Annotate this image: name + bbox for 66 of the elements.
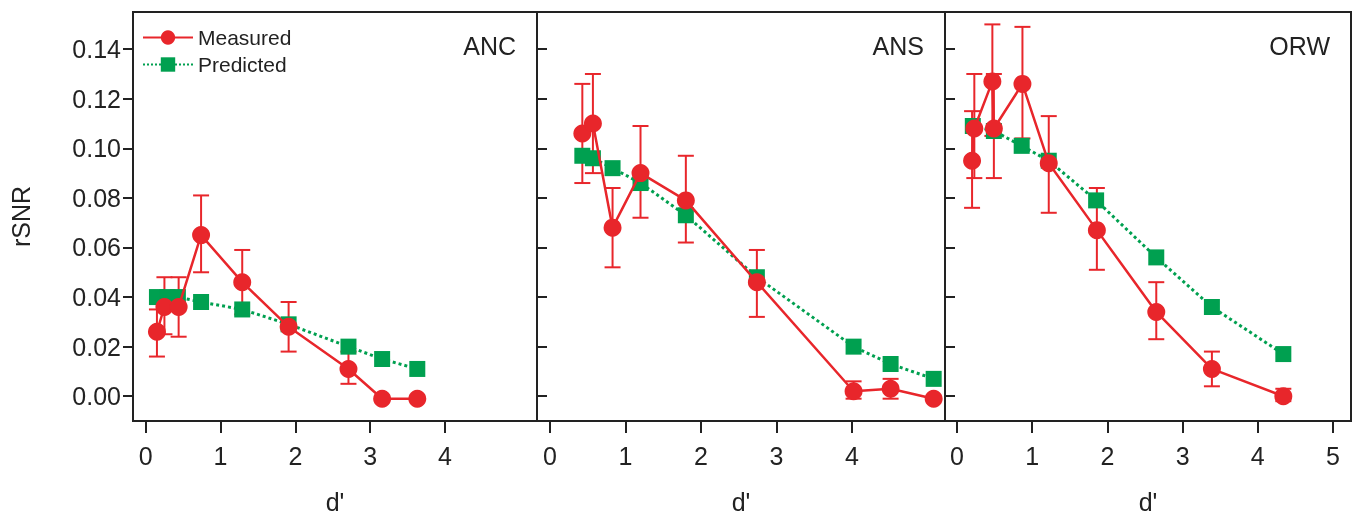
- legend-label: Predicted: [198, 53, 287, 76]
- legend-label: Measured: [198, 26, 292, 49]
- x-axis-title: d': [731, 487, 751, 516]
- x-tick-label: 3: [769, 441, 784, 470]
- point: [1203, 298, 1220, 315]
- y-tick-label: 0.10: [72, 134, 121, 163]
- point: [1013, 137, 1030, 154]
- y-axis-title: rSNR: [6, 185, 35, 248]
- point: [583, 114, 602, 133]
- x-tick-label: 0: [542, 441, 557, 470]
- point: [1202, 359, 1221, 378]
- point: [845, 338, 862, 355]
- text: ORW: [1269, 31, 1331, 60]
- point: [963, 151, 982, 170]
- x-tick-label: 0: [138, 441, 153, 470]
- point: [631, 164, 650, 183]
- point: [169, 297, 188, 316]
- point: [1087, 221, 1106, 240]
- x-tick-label: 1: [1025, 441, 1040, 470]
- x-axis-title: d': [325, 487, 345, 516]
- point: [882, 355, 899, 372]
- point: [374, 351, 391, 368]
- y-tick-label: 0.00: [72, 382, 121, 411]
- x-tick-label: 2: [694, 441, 708, 470]
- point: [1275, 346, 1292, 363]
- text: ANC: [463, 31, 517, 60]
- y-tick-label: 0.12: [72, 84, 121, 113]
- point: [924, 389, 943, 408]
- y-tick-label: 0.04: [72, 283, 122, 312]
- x-tick-label: 0: [950, 441, 964, 470]
- x-tick-label: 5: [1326, 441, 1340, 470]
- y-tick-label: 0.06: [72, 233, 121, 262]
- x-tick-label: 2: [288, 441, 303, 470]
- point: [1088, 192, 1105, 209]
- point: [408, 389, 427, 408]
- y-tick-label: 0.02: [72, 332, 121, 361]
- x-tick-label: 4: [438, 441, 453, 470]
- point: [409, 360, 426, 377]
- x-tick-label: 4: [1250, 441, 1265, 470]
- point: [339, 359, 358, 378]
- point: [1013, 74, 1032, 93]
- x-axis-title: d': [1138, 487, 1158, 516]
- point: [340, 338, 357, 355]
- point: [747, 273, 766, 292]
- text: ANS: [872, 31, 924, 60]
- point: [234, 301, 251, 318]
- point: [603, 218, 622, 237]
- point: [192, 226, 211, 245]
- x-tick-label: 3: [1175, 441, 1190, 470]
- x-tick-label: 3: [363, 441, 378, 470]
- x-tick-label: 2: [1100, 441, 1115, 470]
- y-tick-label: 0.14: [72, 35, 122, 64]
- point: [925, 370, 942, 387]
- y-tick-label: 0.08: [72, 183, 121, 212]
- x-tick-label: 1: [213, 441, 228, 470]
- point: [193, 294, 210, 311]
- point: [1147, 302, 1166, 321]
- point: [233, 273, 252, 292]
- point: [1039, 154, 1058, 173]
- point: [1148, 249, 1165, 266]
- x-tick-label: 4: [845, 441, 860, 470]
- point: [147, 322, 166, 341]
- point: [676, 191, 695, 210]
- point: [604, 160, 621, 177]
- point: [373, 389, 392, 408]
- x-tick-label: 1: [618, 441, 633, 470]
